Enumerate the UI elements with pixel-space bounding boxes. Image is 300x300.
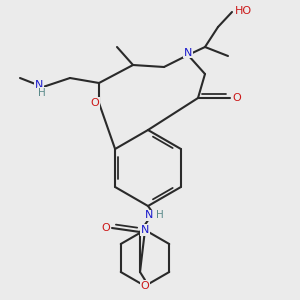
Text: N: N [184, 48, 192, 58]
Text: O: O [141, 281, 149, 291]
Text: N: N [35, 80, 44, 91]
Text: O: O [232, 93, 241, 103]
Text: H: H [38, 88, 46, 98]
Text: N: N [141, 225, 149, 235]
Text: O: O [101, 223, 110, 233]
Text: HO: HO [234, 5, 251, 16]
Text: N: N [145, 210, 154, 220]
Text: O: O [90, 98, 99, 108]
Text: H: H [156, 209, 164, 220]
